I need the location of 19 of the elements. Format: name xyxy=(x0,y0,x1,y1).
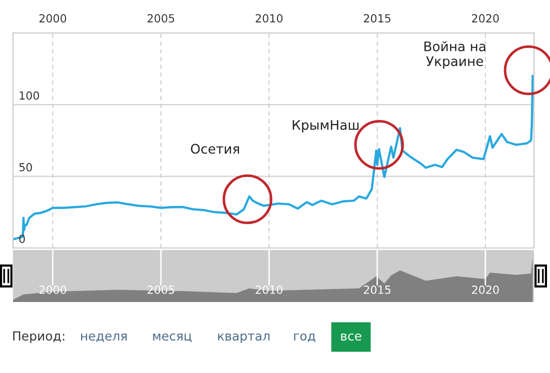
y-tick-label: 50 xyxy=(19,163,32,172)
annotation: КрымНаш xyxy=(292,120,358,132)
x-tick-label: 2010 xyxy=(256,14,282,23)
text: месяц xyxy=(153,333,192,342)
annotation: Осетия xyxy=(190,144,240,154)
x-tick-label: 2020 xyxy=(472,14,499,23)
text: год xyxy=(294,333,316,342)
x-tick-label: 2005 xyxy=(148,14,174,23)
text: неделя xyxy=(81,333,127,342)
x-tick-label: 2020 xyxy=(472,286,499,294)
annotation: Война на Украине xyxy=(424,41,486,69)
x-tick-label: 2015 xyxy=(364,14,390,23)
text: Период: xyxy=(13,331,64,344)
text: все xyxy=(341,333,362,341)
text: квартал xyxy=(218,333,270,344)
y-tick-label: 100 xyxy=(20,91,40,100)
x-tick-label: 2015 xyxy=(364,286,390,294)
x-tick-label: 2010 xyxy=(256,286,282,294)
x-tick-label: 2000 xyxy=(39,14,66,23)
